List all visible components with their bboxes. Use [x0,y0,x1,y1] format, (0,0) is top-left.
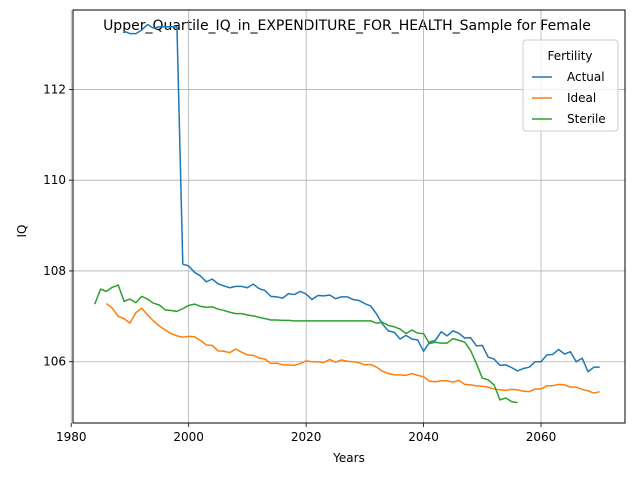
y-tick-label: 108 [43,264,66,278]
series-lines [94,23,600,404]
legend-title: Fertility [547,49,592,63]
x-tick-label: 2020 [291,430,322,444]
legend-label-sterile: Sterile [567,112,606,126]
legend-box [522,39,619,132]
x-tick-label: 2040 [408,430,439,444]
series-line-ideal [106,303,600,394]
legend-label-ideal: Ideal [567,91,596,105]
y-tick-label: 112 [43,82,66,96]
x-tick-label: 2060 [526,430,557,444]
chart-title: Upper_Quartile_IQ_in_EXPENDITURE_FOR_HEA… [103,18,591,34]
y-tick-label: 110 [43,173,66,187]
plot-frame [72,9,626,424]
y-axis: 106 108 110 112 [43,82,73,369]
legend-entries: Actual Ideal Sterile [532,70,606,126]
x-axis-label: Years [332,451,365,465]
y-axis-label: IQ [15,225,29,238]
legend-label-actual: Actual [567,70,605,84]
x-tick-label: 2000 [173,430,204,444]
series-line-actual [123,23,600,373]
y-tick-label: 106 [43,355,66,369]
series-line-sterile [94,284,518,404]
x-tick-label: 1980 [56,430,87,444]
legend: Fertility Actual Ideal Sterile [522,39,619,132]
x-axis: 1980 2000 2020 2040 2060 [56,423,556,444]
